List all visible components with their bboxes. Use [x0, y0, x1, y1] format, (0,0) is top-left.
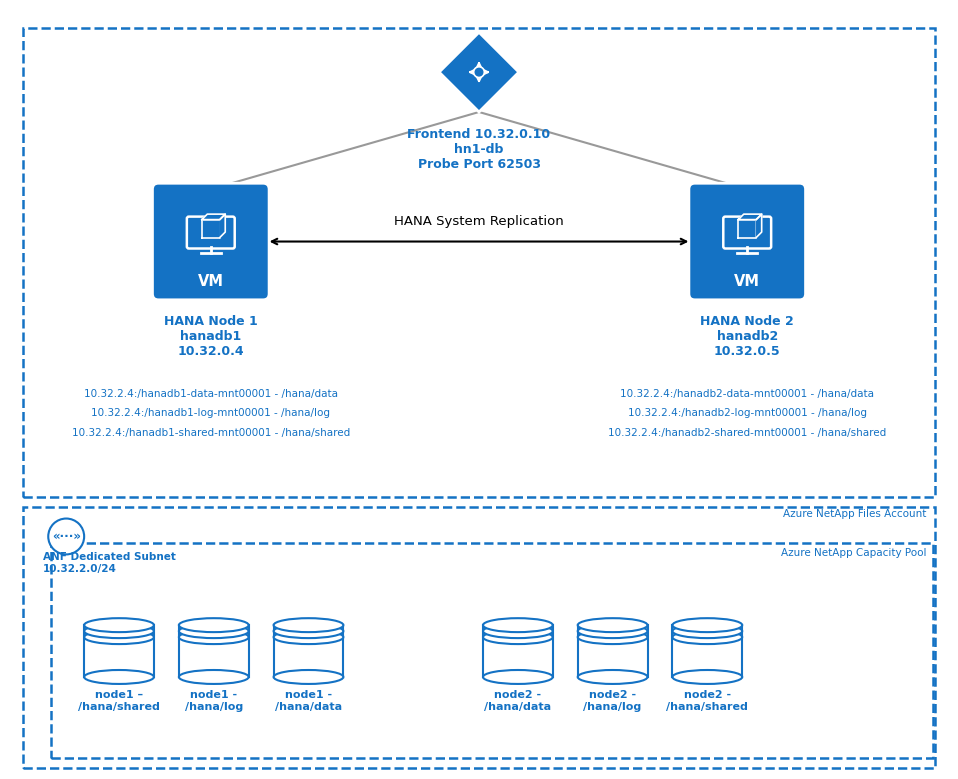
Bar [84, 626, 154, 677]
FancyBboxPatch shape [689, 183, 806, 300]
Bar [274, 626, 343, 677]
Ellipse shape [84, 619, 154, 632]
Text: VM: VM [197, 274, 224, 289]
Text: Frontend 10.32.0.10
hn1-db
Probe Port 62503: Frontend 10.32.0.10 hn1-db Probe Port 62… [407, 128, 551, 171]
Text: Azure NetApp Capacity Pool: Azure NetApp Capacity Pool [781, 548, 926, 559]
Text: 10.32.2.4:/hanadb1-log-mnt00001 - /hana/log: 10.32.2.4:/hanadb1-log-mnt00001 - /hana/… [91, 408, 331, 418]
Circle shape [48, 519, 84, 555]
Ellipse shape [578, 630, 648, 644]
Text: 10.32.2.4:/hanadb1-shared-mnt00001 - /hana/shared: 10.32.2.4:/hanadb1-shared-mnt00001 - /ha… [72, 428, 350, 438]
Text: node1 -
/hana/log: node1 - /hana/log [185, 690, 243, 711]
Text: HANA Node 1
hanadb1
10.32.0.4: HANA Node 1 hanadb1 10.32.0.4 [164, 315, 258, 358]
Text: 10.32.2.4:/hanadb2-data-mnt00001 - /hana/data: 10.32.2.4:/hanadb2-data-mnt00001 - /hana… [620, 389, 875, 399]
Text: ANF Dedicated Subnet
10.32.2.0/24: ANF Dedicated Subnet 10.32.2.0/24 [43, 552, 176, 574]
Text: 10.32.2.4:/hanadb2-shared-mnt00001 - /hana/shared: 10.32.2.4:/hanadb2-shared-mnt00001 - /ha… [608, 428, 886, 438]
Ellipse shape [84, 624, 154, 638]
Ellipse shape [673, 619, 742, 632]
Ellipse shape [274, 624, 343, 638]
Bar [23, 506, 935, 767]
Ellipse shape [483, 630, 553, 644]
Ellipse shape [84, 630, 154, 644]
Text: node1 -
/hana/data: node1 - /hana/data [275, 690, 342, 711]
Ellipse shape [578, 619, 648, 632]
Bar [578, 626, 648, 677]
Ellipse shape [274, 670, 343, 684]
Ellipse shape [179, 630, 249, 644]
Text: HANA System Replication: HANA System Replication [394, 214, 564, 227]
Bar [51, 544, 933, 758]
Ellipse shape [179, 670, 249, 684]
Polygon shape [739, 214, 762, 220]
Polygon shape [756, 214, 762, 238]
Text: node2 -
/hana/log: node2 - /hana/log [583, 690, 642, 711]
Ellipse shape [84, 670, 154, 684]
Text: «···»: «···» [52, 530, 80, 543]
Polygon shape [219, 214, 225, 238]
Text: Azure NetApp Files Account: Azure NetApp Files Account [784, 509, 926, 519]
Polygon shape [439, 32, 519, 112]
Ellipse shape [578, 624, 648, 638]
Text: node1 –
/hana/shared: node1 – /hana/shared [79, 690, 160, 711]
Text: 10.32.2.4:/hanadb2-log-mnt00001 - /hana/log: 10.32.2.4:/hanadb2-log-mnt00001 - /hana/… [627, 408, 867, 418]
Ellipse shape [274, 619, 343, 632]
Polygon shape [202, 214, 225, 220]
Ellipse shape [483, 619, 553, 632]
Bar [23, 28, 935, 497]
Ellipse shape [673, 624, 742, 638]
Ellipse shape [179, 624, 249, 638]
Ellipse shape [483, 624, 553, 638]
Circle shape [475, 69, 483, 76]
FancyBboxPatch shape [723, 217, 771, 249]
Bar [483, 626, 553, 677]
Text: node2 -
/hana/shared: node2 - /hana/shared [667, 690, 748, 711]
Text: VM: VM [734, 274, 761, 289]
Ellipse shape [578, 670, 648, 684]
FancyBboxPatch shape [187, 217, 235, 249]
Bar [673, 626, 742, 677]
Circle shape [473, 67, 485, 78]
Ellipse shape [673, 630, 742, 644]
Bar [179, 626, 249, 677]
Text: HANA Node 2
hanadb2
10.32.0.5: HANA Node 2 hanadb2 10.32.0.5 [700, 315, 794, 358]
Ellipse shape [483, 670, 553, 684]
FancyBboxPatch shape [152, 183, 269, 300]
Ellipse shape [179, 619, 249, 632]
Ellipse shape [274, 630, 343, 644]
Text: node2 -
/hana/data: node2 - /hana/data [485, 690, 552, 711]
Text: 10.32.2.4:/hanadb1-data-mnt00001 - /hana/data: 10.32.2.4:/hanadb1-data-mnt00001 - /hana… [83, 389, 338, 399]
Ellipse shape [673, 670, 742, 684]
